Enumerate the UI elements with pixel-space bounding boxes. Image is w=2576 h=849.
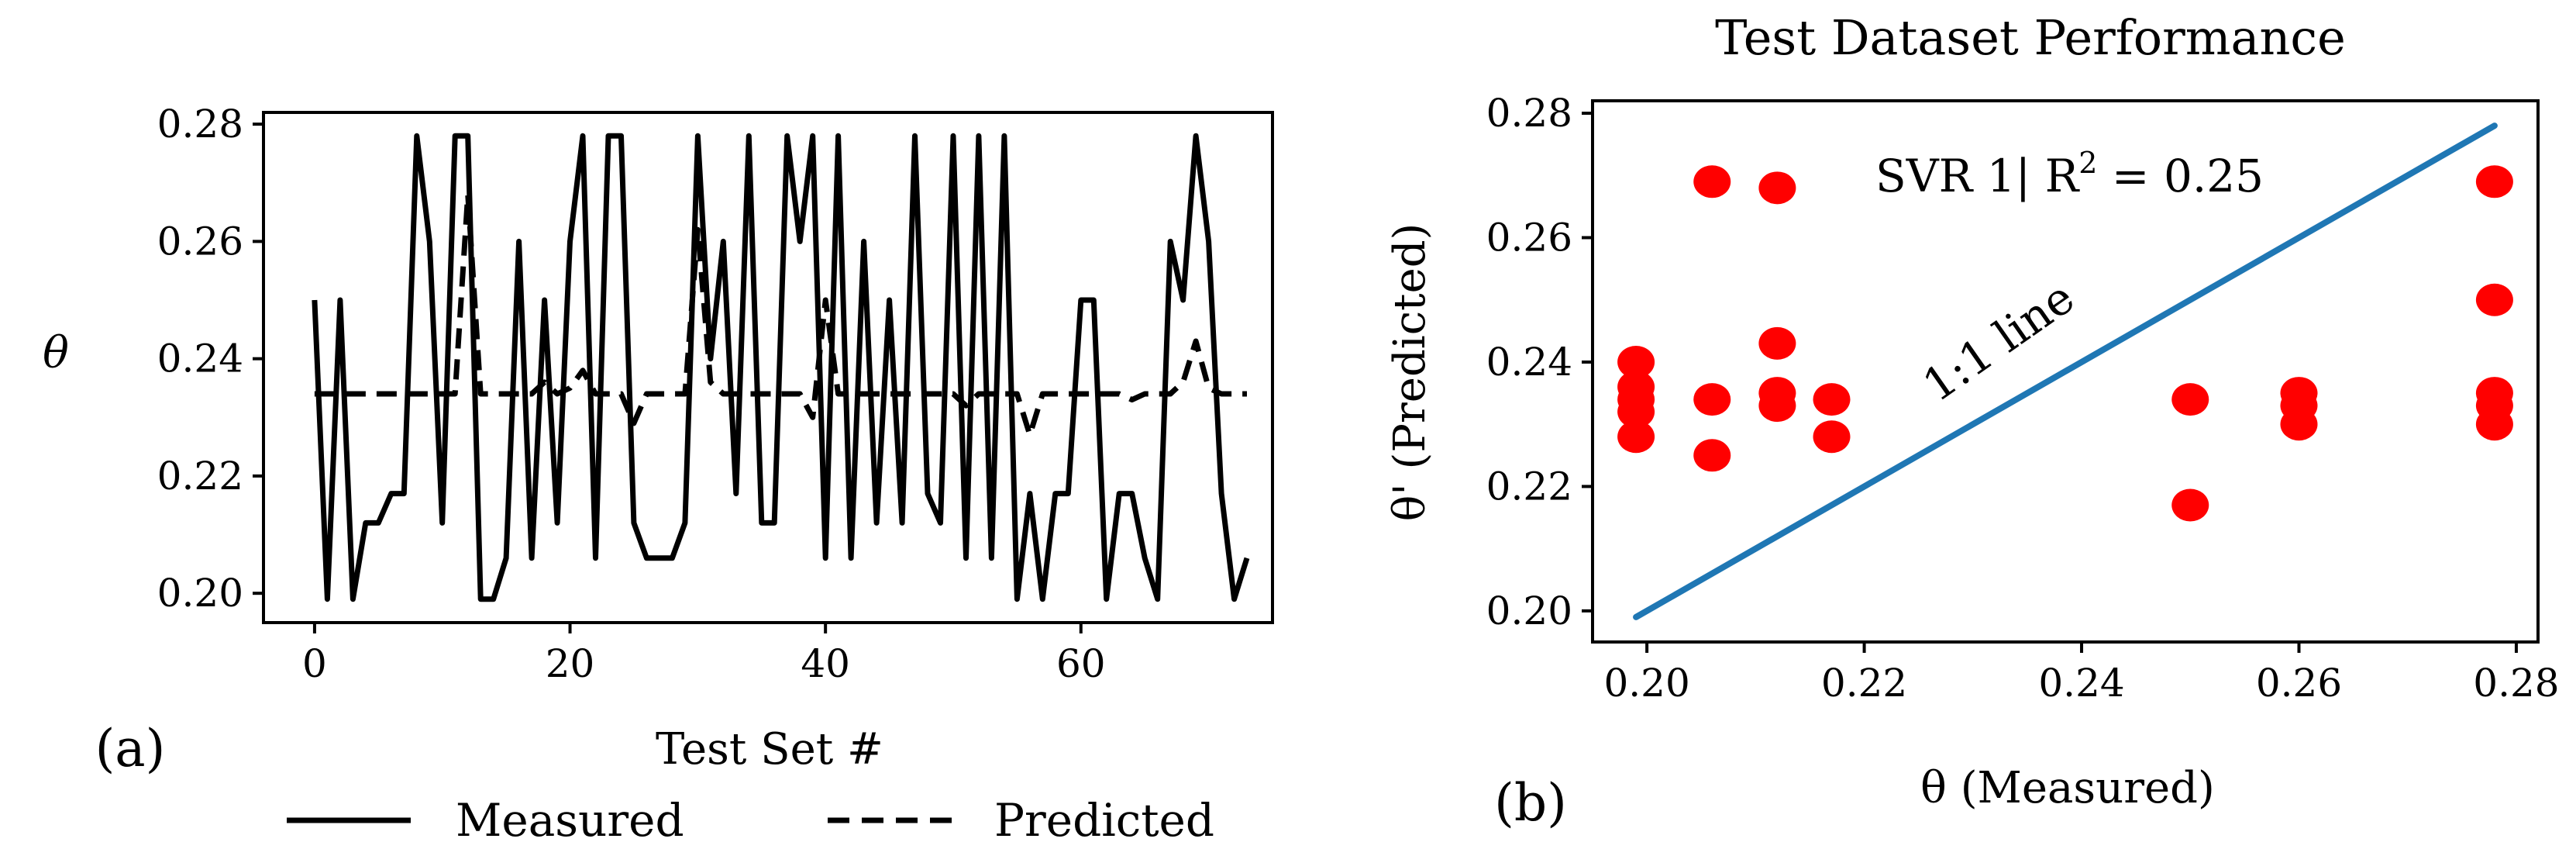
panel-b-ytick-label: 0.28 <box>1486 91 1572 136</box>
panel-a: 0.20 0.22 0.24 0.26 0.28 0 20 40 60 θ Test Set #… <box>43 102 1274 847</box>
one-to-one-line-label: 1:1 line <box>1913 271 2084 412</box>
panel-a-ytick-label: 0.28 <box>157 102 243 147</box>
scatter-point <box>1693 439 1731 472</box>
panel-b-xtick-label: 0.22 <box>1821 661 1907 706</box>
legend-measured-label: Measured <box>456 794 684 847</box>
panel-b-xtick-label: 0.24 <box>2038 661 2124 706</box>
r2-annotation-text: SVR 1| R <box>1875 150 2081 202</box>
scatter-point <box>1813 420 1851 454</box>
scatter-point <box>1758 326 1796 360</box>
panel-b-x-axis-label: θ (Measured) <box>1920 763 2215 813</box>
r2-annotation-value: = 0.25 <box>2097 150 2264 202</box>
panel-b-xtick-label: 0.28 <box>2473 661 2559 706</box>
panel-b-marks <box>1617 123 2513 620</box>
panel-a-xtick-label: 20 <box>546 641 595 686</box>
panel-a-y-axis-label: θ <box>43 328 69 378</box>
scatter-point <box>1813 383 1851 416</box>
scatter-point <box>1617 395 1655 429</box>
scatter-point <box>1758 389 1796 423</box>
panel-b-y-axis-label: θ' (Predicted) <box>1385 223 1435 522</box>
scatter-point <box>1693 165 1731 198</box>
panel-b-r2-annotation: SVR 1| R2 = 0.25 <box>1875 146 2264 202</box>
scatter-point <box>1617 345 1655 378</box>
panel-a-ytick-label: 0.24 <box>157 336 243 381</box>
legend-predicted-label: Predicted <box>994 794 1214 847</box>
one-to-one-line <box>1633 123 2498 620</box>
panel-a-label: (a) <box>95 719 166 778</box>
scatter-point <box>1758 171 1796 205</box>
panel-a-legend: Measured Predicted <box>287 794 1214 847</box>
panel-b: Test Dataset Performance 0.200.220.240.2… <box>1385 9 2560 833</box>
panel-a-ytick-label: 0.22 <box>157 454 243 499</box>
panel-a-ticks: 0.20 0.22 0.24 0.26 0.28 0 20 40 60 <box>157 102 1106 686</box>
scatter-point <box>2475 165 2513 198</box>
panel-b-ytick-label: 0.26 <box>1486 216 1572 261</box>
panel-b-xtick-label: 0.26 <box>2256 661 2342 706</box>
panel-b-ticks: 0.20 0.22 0.24 0.26 0.28 0.20 0.22 0.24 0.26 0.28 <box>1486 91 2560 706</box>
panel-a-xtick-label: 0 <box>302 641 327 686</box>
series-line-predicted <box>314 192 1247 438</box>
panel-b-xtick-label: 0.20 <box>1603 661 1689 706</box>
panel-a-series <box>312 133 1250 602</box>
panel-b-ytick-label: 0.20 <box>1486 588 1572 633</box>
panel-a-ytick-label: 0.20 <box>157 571 243 616</box>
panel-a-xtick-label: 40 <box>801 641 850 686</box>
panel-b-label: (b) <box>1494 773 1567 833</box>
panel-a-ytick-label: 0.26 <box>157 219 243 264</box>
scatter-point <box>1693 383 1731 416</box>
panel-a-x-axis-label: Test Set # <box>656 724 883 775</box>
scatter-point <box>2280 408 2318 441</box>
scatter-point <box>2171 488 2209 522</box>
panel-b-title: Test Dataset Performance <box>1715 9 2346 66</box>
scatter-point <box>2171 383 2209 416</box>
scatter-point <box>2475 408 2513 441</box>
scatter-point <box>1617 420 1655 454</box>
panel-a-plot-frame <box>262 111 1274 624</box>
scatter-point <box>2475 283 2513 316</box>
panel-a-xtick-label: 60 <box>1056 641 1106 686</box>
r2-annotation-superscript: 2 <box>2078 146 2097 180</box>
panel-b-ytick-label: 0.22 <box>1486 464 1572 509</box>
panel-b-ytick-label: 0.24 <box>1486 340 1572 385</box>
panel-b-plot-frame <box>1591 99 2540 644</box>
